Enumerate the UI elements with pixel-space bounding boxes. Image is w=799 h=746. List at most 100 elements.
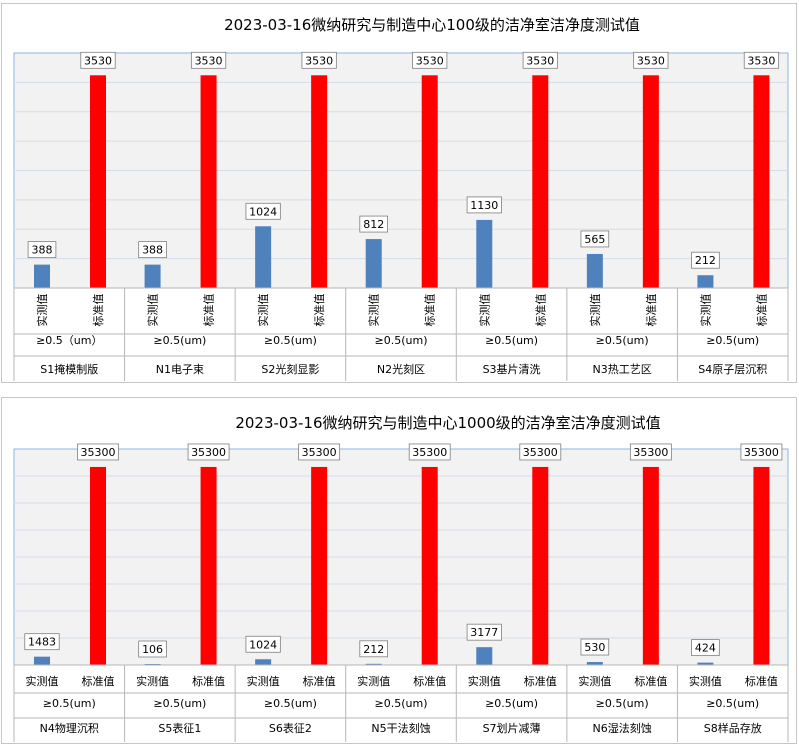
room-label: N2光刻区 bbox=[377, 362, 425, 376]
series-tick-label: 实测值 bbox=[136, 674, 169, 688]
bar-standard bbox=[200, 466, 217, 665]
room-label: S3基片清洗 bbox=[483, 363, 541, 376]
bar-measured bbox=[365, 663, 382, 665]
series-tick-label: 标准值 bbox=[413, 674, 446, 688]
room-label: N1电子束 bbox=[156, 363, 204, 376]
data-label-box bbox=[691, 251, 720, 269]
data-label-box bbox=[245, 635, 281, 653]
bar-measured bbox=[34, 656, 50, 665]
bar-standard bbox=[311, 75, 328, 289]
data-label: 388 bbox=[32, 244, 53, 257]
room-label: N5干法刻蚀 bbox=[371, 721, 430, 735]
bar-measured bbox=[697, 662, 714, 665]
series-tick-label: 实测值 bbox=[698, 294, 712, 327]
particle-size-label: ≥0.5(um) bbox=[706, 334, 759, 347]
series-tick-label: 标准值 bbox=[745, 674, 778, 688]
series-tick-label: 标准值 bbox=[303, 674, 336, 688]
data-label-box bbox=[138, 241, 167, 259]
data-label-box bbox=[580, 638, 610, 656]
data-label: 106 bbox=[142, 643, 163, 656]
particle-size-label: ≥0.5(um) bbox=[485, 697, 538, 710]
room-label: N3热工艺区 bbox=[593, 363, 652, 376]
chart-panel-100: 2023-03-16微纳研究与制造中心100级的洁净室洁净度测试值 388 实测值 3… bbox=[1, 3, 797, 383]
bar-standard bbox=[421, 466, 438, 665]
data-label-box bbox=[466, 623, 502, 641]
data-label: 35300 bbox=[191, 446, 226, 459]
data-label: 3530 bbox=[747, 54, 775, 67]
bar-measured bbox=[255, 659, 272, 665]
bar-standard bbox=[532, 466, 549, 665]
particle-size-label: ≥0.5(um) bbox=[153, 334, 206, 347]
data-label: 1024 bbox=[249, 638, 277, 651]
particle-size-label: ≥0.5(um) bbox=[596, 697, 649, 710]
bar-measured bbox=[586, 662, 603, 665]
series-tick-label: 实测值 bbox=[35, 294, 49, 327]
data-label-box bbox=[740, 443, 783, 461]
data-label-box bbox=[629, 443, 672, 461]
bar-standard bbox=[90, 75, 106, 289]
data-label-box bbox=[190, 51, 227, 69]
series-tick-label: 标准值 bbox=[754, 294, 768, 327]
room-label: N6湿法刻蚀 bbox=[593, 721, 652, 735]
data-label: 388 bbox=[142, 244, 163, 257]
particle-size-label: ≥0.5(um) bbox=[153, 697, 206, 710]
chart-title: 2023-03-16微纳研究与制造中心1000级的洁净室洁净度测试值 bbox=[235, 414, 660, 432]
data-label: 35300 bbox=[523, 446, 558, 459]
series-tick-label: 实测值 bbox=[367, 294, 381, 327]
series-tick-label: 实测值 bbox=[146, 294, 160, 327]
data-label-box bbox=[187, 443, 230, 461]
data-label: 35300 bbox=[744, 446, 779, 459]
data-label: 35300 bbox=[81, 446, 116, 459]
data-label: 35300 bbox=[633, 446, 668, 459]
series-tick-label: 标准值 bbox=[533, 294, 547, 327]
data-label: 1483 bbox=[28, 636, 56, 649]
data-label-box bbox=[522, 51, 558, 69]
data-label-box bbox=[359, 640, 389, 658]
data-label-box bbox=[24, 633, 60, 651]
data-label-box bbox=[691, 639, 720, 657]
data-label-box bbox=[519, 443, 562, 461]
series-tick-label: 实测值 bbox=[26, 674, 59, 688]
bar-standard bbox=[753, 75, 770, 289]
data-label-box bbox=[633, 51, 669, 69]
series-tick-label: 实测值 bbox=[357, 674, 390, 688]
data-label-box bbox=[245, 202, 281, 220]
data-label-box bbox=[138, 640, 167, 658]
data-label: 3530 bbox=[84, 54, 112, 67]
bar-measured bbox=[34, 264, 50, 288]
bar-measured bbox=[365, 239, 382, 288]
room-label: N4物理沉积 bbox=[40, 721, 99, 735]
data-label: 3530 bbox=[526, 54, 554, 67]
bar-measured bbox=[144, 264, 161, 288]
chart-title: 2023-03-16微纳研究与制造中心100级的洁净室洁净度测试值 bbox=[224, 16, 640, 34]
series-tick-label: 标准值 bbox=[312, 294, 326, 327]
bar-standard bbox=[642, 75, 659, 289]
data-label-box bbox=[580, 230, 610, 248]
series-tick-label: 标准值 bbox=[91, 294, 105, 327]
data-label: 212 bbox=[363, 643, 384, 656]
bar-standard bbox=[421, 75, 438, 289]
data-label: 3177 bbox=[470, 626, 498, 639]
particle-size-label: ≥0.5(um) bbox=[375, 334, 428, 347]
series-tick-label: 实测值 bbox=[477, 294, 491, 327]
data-label-box bbox=[77, 443, 119, 461]
particle-size-label: ≥0.5(um) bbox=[375, 697, 428, 710]
series-tick-label: 标准值 bbox=[634, 674, 667, 688]
particle-size-label: ≥0.5（um） bbox=[36, 334, 102, 347]
series-tick-label: 实测值 bbox=[256, 294, 270, 327]
data-label-box bbox=[80, 51, 116, 69]
room-label: S2光刻显影 bbox=[261, 362, 319, 376]
series-tick-label: 标准值 bbox=[82, 674, 115, 688]
series-tick-label: 标准值 bbox=[524, 674, 557, 688]
room-label: S6表征2 bbox=[269, 721, 312, 735]
bar-measured bbox=[476, 647, 493, 665]
data-label-box bbox=[466, 196, 502, 214]
bar-standard bbox=[532, 75, 549, 289]
series-tick-label: 实测值 bbox=[578, 674, 611, 688]
data-label: 212 bbox=[695, 254, 716, 267]
series-tick-label: 标准值 bbox=[202, 294, 216, 327]
particle-size-label: ≥0.5(um) bbox=[264, 334, 317, 347]
data-label: 1130 bbox=[470, 199, 498, 212]
series-tick-label: 实测值 bbox=[468, 674, 501, 688]
series-tick-label: 实测值 bbox=[247, 674, 280, 688]
